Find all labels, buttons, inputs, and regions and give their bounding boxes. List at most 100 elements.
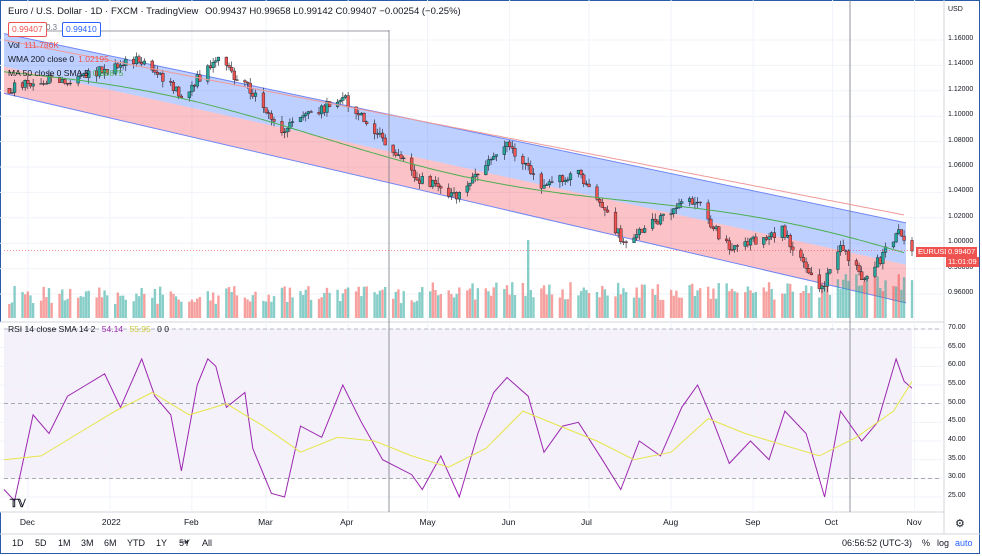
volume-bar <box>640 284 644 318</box>
candle-body <box>465 185 469 193</box>
volume-bar <box>632 297 636 318</box>
countdown-tag: 11:01:09 <box>946 257 979 267</box>
timeframe-button[interactable]: 3M <box>81 538 94 548</box>
sma-50-line <box>3 71 905 254</box>
volume-bar <box>116 292 120 318</box>
volume-bar <box>468 288 472 318</box>
volume-bar <box>76 297 80 318</box>
candle-body <box>902 235 906 241</box>
candle-body <box>134 56 138 65</box>
clock[interactable]: 06:56:52 (UTC-3) <box>842 538 913 548</box>
candle-body <box>206 65 210 82</box>
volume-bar <box>691 283 694 318</box>
volume-legend[interactable]: Vol 111.786K <box>8 40 59 50</box>
volume-bar <box>346 287 350 318</box>
candle-body <box>698 201 702 204</box>
volume-bar <box>677 297 681 318</box>
timeframe-button[interactable]: 1M <box>58 538 71 548</box>
candle-body <box>208 65 213 69</box>
wma-legend[interactable]: WMA 200 close 0 1.02195 <box>8 54 109 64</box>
candle-body <box>476 173 480 176</box>
candle-body <box>343 95 348 98</box>
bottom-toolbar: 1D 5D 1M 3M 6M YTD 1Y 5Y All ⇥ 06:56:52 (UTC-3) … <box>0 534 980 554</box>
volume-bar <box>619 294 623 318</box>
volume-bar <box>394 291 397 318</box>
timeframe-button[interactable]: YTD <box>127 538 145 548</box>
candle-body <box>526 163 530 166</box>
candle-body <box>375 133 379 135</box>
volume-bar <box>807 293 810 318</box>
volume-bar <box>540 288 543 318</box>
percent-toggle[interactable]: % <box>922 538 931 548</box>
ohlc-values: O0.99437 H0.99658 L0.99142 C0.99407 −0.0… <box>205 6 461 17</box>
spread-value: 0.3 <box>46 23 58 32</box>
volume-bar <box>153 289 157 318</box>
volume-bar <box>804 285 808 318</box>
candle-body <box>20 82 25 88</box>
volume-bar <box>354 291 358 318</box>
volume-bar <box>402 291 405 318</box>
timeframe-button[interactable]: 1Y <box>156 538 168 548</box>
gear-icon[interactable]: ⚙ <box>955 518 965 530</box>
timeframe-button[interactable]: 5D <box>35 538 47 548</box>
candle-body <box>510 146 514 149</box>
volume-bar <box>688 285 691 318</box>
candle-body <box>547 181 551 186</box>
candle-body <box>542 185 546 189</box>
candle-body <box>804 261 808 269</box>
candle-body <box>272 119 276 122</box>
volume-bar <box>288 287 292 318</box>
auto-toggle[interactable]: auto <box>955 538 973 548</box>
rsi-tick-label: 30.00 <box>948 473 966 481</box>
candle-body <box>304 113 308 116</box>
candle-body <box>531 173 536 175</box>
volume-bar <box>844 274 848 318</box>
volume-bar <box>450 294 453 318</box>
date-range-icon[interactable]: ⇥ <box>180 537 189 548</box>
volume-bar <box>180 301 183 318</box>
candle-body <box>174 86 178 91</box>
candle-body <box>568 173 573 181</box>
volume-bar <box>767 282 771 318</box>
log-toggle[interactable]: log <box>937 538 950 548</box>
sell-price-box[interactable]: 0.99407 <box>8 22 47 37</box>
volume-bar <box>177 299 180 318</box>
volume-bar <box>84 291 88 318</box>
symbol-title[interactable]: Euro / U.S. Dollar · 1D · FXCM · Trading… <box>8 6 199 17</box>
currency-label[interactable]: USD <box>948 6 963 13</box>
volume-bar <box>751 292 755 318</box>
time-tick-label: Mar <box>258 517 273 527</box>
candle-body <box>762 237 766 245</box>
timeframe-button[interactable]: 1D <box>12 538 24 548</box>
volume-bar <box>495 282 498 318</box>
candle-body <box>280 121 284 133</box>
volume-bar <box>174 296 178 318</box>
candle-body <box>177 86 181 97</box>
candle-body <box>706 202 710 220</box>
candle-body <box>309 111 313 113</box>
volume-bar <box>638 297 641 318</box>
price-tick-label: 0.96000 <box>948 289 974 296</box>
timeframe-button[interactable]: 6M <box>104 538 117 548</box>
price-tick-label: 1.04000 <box>948 187 974 195</box>
candle-body <box>470 176 475 184</box>
volume-bar <box>262 300 265 318</box>
sma-legend[interactable]: MA 50 close 0 SMA 5 0.98875 <box>8 68 124 78</box>
rsi-tick-label: 50.00 <box>948 398 966 406</box>
timeframe-button[interactable]: 5Y <box>179 538 191 548</box>
candle-body <box>910 240 914 252</box>
candle-body <box>603 207 607 211</box>
rsi-legend[interactable]: RSI 14 close SMA 14 2 54.14 55.95 0 0 <box>8 324 169 334</box>
buy-price-box[interactable]: 0.99410 <box>62 22 101 37</box>
volume-bar <box>786 283 789 318</box>
candle-body <box>576 169 581 174</box>
candle-body <box>394 152 398 156</box>
candle-body <box>428 176 432 187</box>
volume-bar <box>699 288 702 318</box>
candle-body <box>452 192 456 194</box>
wma-200-line <box>3 39 905 216</box>
timeframe-button[interactable]: All <box>202 538 213 548</box>
candle-body <box>338 100 342 103</box>
time-tick-label: May <box>419 517 436 527</box>
